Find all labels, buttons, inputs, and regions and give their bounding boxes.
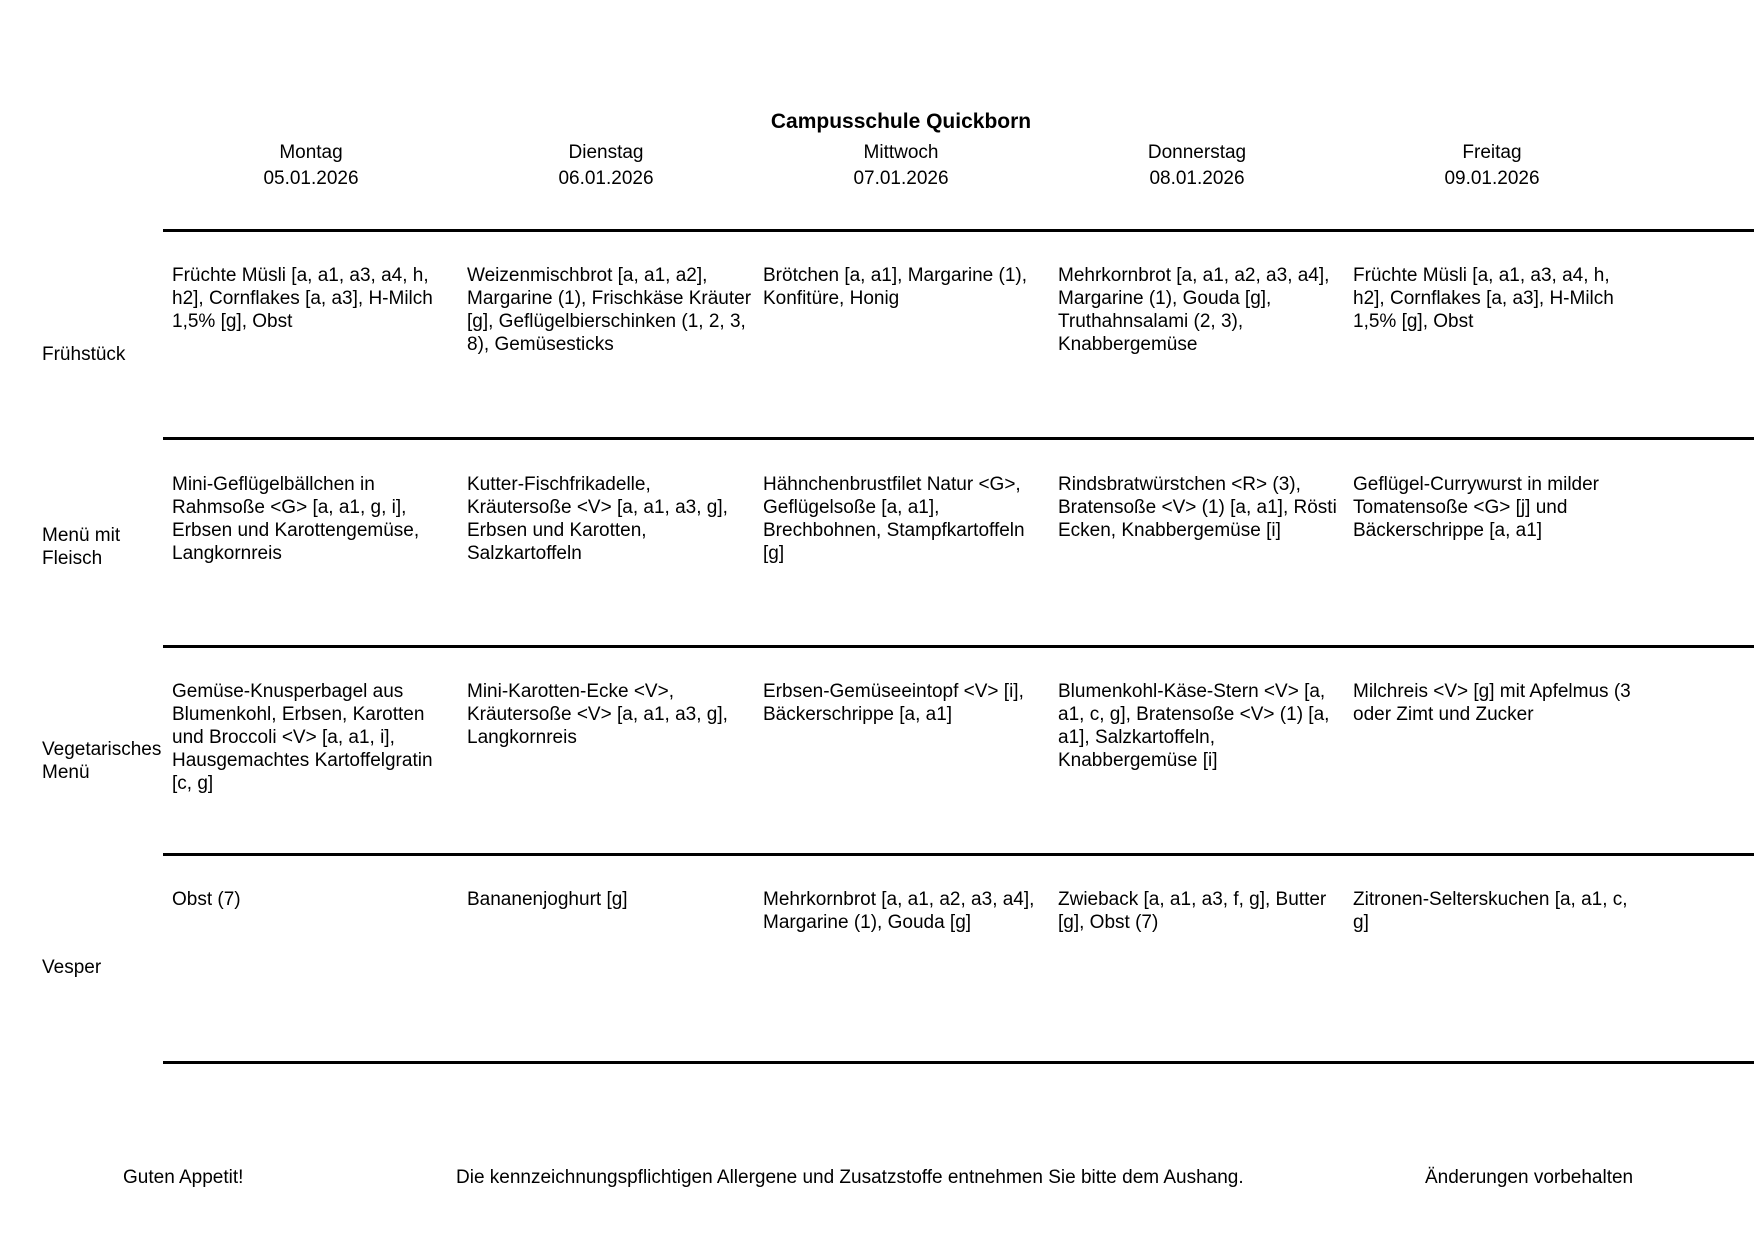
divider-row-3	[163, 853, 1754, 856]
menu-cell: Früchte Müsli [a, a1, a3, a4, h, h2], Co…	[172, 265, 433, 332]
menu-cell: Erbsen-Gemüseeintopf <V> [i], Bäckerschr…	[763, 681, 1024, 725]
menu-cell: Weizenmischbrot [a, a1, a2], Margarine (…	[467, 265, 752, 355]
day-date-freitag: 09.01.2026	[1444, 168, 1540, 189]
divider-row-1	[163, 437, 1754, 440]
menu-cell: Mini-Geflügelbällchen in Rahmsoße <G> [a…	[172, 474, 420, 564]
menu-cell: Mini-Karotten-Ecke <V>, Kräutersoße <V> …	[467, 681, 728, 748]
row-label-fruehstueck: Frühstück	[42, 344, 126, 365]
divider-header	[163, 229, 1754, 232]
menu-cell: Gemüse-Knusperbagel aus Blumenkohl, Erbs…	[172, 681, 433, 794]
menu-cell: Mehrkornbrot [a, a1, a2, a3, a4], Margar…	[763, 889, 1035, 933]
menu-cell: Milchreis <V> [g] mit Apfelmus (3 oder Z…	[1353, 681, 1631, 725]
menu-cell: Kutter-Fischfrikadelle, Kräutersoße <V> …	[467, 474, 728, 564]
day-header-mittwoch: Mittwoch	[863, 142, 939, 163]
menu-cell: Hähnchenbrustfilet Natur <G>, Geflügelso…	[763, 474, 1025, 564]
row-label-vegetarisch: Vegetarisches Menü	[42, 739, 162, 783]
footer-allergen-note: Die kennzeichnungspflichtigen Allergene …	[456, 1167, 1244, 1188]
divider-row-2	[163, 645, 1754, 648]
row-label-menue-fleisch: Menü mit Fleisch	[42, 525, 121, 569]
menu-cell: Rindsbratwürstchen <R> (3), Bratensoße <…	[1058, 474, 1337, 541]
menu-cell: Mehrkornbrot [a, a1, a2, a3, a4], Margar…	[1058, 265, 1330, 355]
day-date-montag: 05.01.2026	[263, 168, 359, 189]
menu-cell: Zitronen-Selterskuchen [a, a1, c, g]	[1353, 889, 1628, 933]
menu-cell: Geflügel-Currywurst in milder Tomatensoß…	[1353, 474, 1600, 541]
divider-row-bottom	[163, 1061, 1754, 1064]
day-header-dienstag: Dienstag	[568, 142, 644, 163]
menu-cell: Früchte Müsli [a, a1, a3, a4, h, h2], Co…	[1353, 265, 1614, 332]
day-date-mittwoch: 07.01.2026	[853, 168, 949, 189]
menu-cell: Obst (7)	[172, 889, 241, 910]
row-label-vesper: Vesper	[42, 957, 102, 978]
footer-greeting: Guten Appetit!	[123, 1167, 244, 1188]
menu-cell: Bananenjoghurt [g]	[467, 889, 628, 910]
day-header-freitag: Freitag	[1462, 142, 1522, 163]
menu-cell: Blumenkohl-Käse-Stern <V> [a, a1, c, g],…	[1058, 681, 1330, 771]
page-title: Campusschule Quickborn	[770, 110, 1032, 133]
menu-cell: Brötchen [a, a1], Margarine (1), Konfitü…	[763, 265, 1028, 309]
footer-changes-note: Änderungen vorbehalten	[1425, 1167, 1634, 1188]
menu-cell: Zwieback [a, a1, a3, f, g], Butter [g], …	[1058, 889, 1327, 933]
day-date-dienstag: 06.01.2026	[558, 168, 654, 189]
day-header-montag: Montag	[279, 142, 343, 163]
day-header-donnerstag: Donnerstag	[1147, 142, 1247, 163]
day-date-donnerstag: 08.01.2026	[1149, 168, 1245, 189]
